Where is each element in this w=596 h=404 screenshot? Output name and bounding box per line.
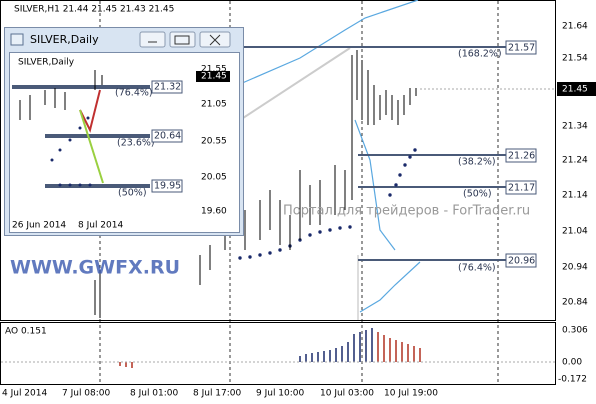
ao-label: AO 0.151 xyxy=(5,327,47,337)
current-price: 21.45 xyxy=(562,85,588,95)
daily-dots xyxy=(50,116,92,187)
sar-dots xyxy=(238,148,417,260)
level-percent: (23.6%) xyxy=(117,138,155,149)
daily-date: 8 Jul 2014 xyxy=(78,221,123,231)
level-percent: (76.4%) xyxy=(115,88,153,99)
time-label: 10 Jul 19:00 xyxy=(384,389,438,399)
minimize-button[interactable] xyxy=(139,31,166,48)
zigzag xyxy=(79,89,101,133)
daily-candles xyxy=(19,70,103,120)
level-price: 20.64 xyxy=(154,131,181,142)
daily-chart xyxy=(9,52,240,233)
daily-current-box xyxy=(196,71,230,82)
price-axis: 21.64 21.54 21.34 21.24 21.14 21.04 20.9… xyxy=(557,22,596,308)
price-label: 21.34 xyxy=(562,122,588,132)
price-label: 20.94 xyxy=(562,263,588,273)
window-icon xyxy=(10,33,24,46)
daily-window: SILVER,Daily SILVER,Daily 21.55 21.45 21… xyxy=(4,27,244,236)
ao-scale: 0.00 xyxy=(562,358,582,368)
price-label: 21.14 xyxy=(562,191,588,201)
fib-labels: (168.2%) 21.57 (38.2%) 21.26 (50%) 21.17… xyxy=(458,40,537,274)
time-label: 9 Jul 10:00 xyxy=(256,389,305,399)
level-percent: (50%) xyxy=(463,189,492,200)
daily-date: 26 Jun 2014 xyxy=(12,221,66,231)
daily-price: 20.55 xyxy=(201,137,227,147)
bands xyxy=(239,0,421,313)
level-price: 21.57 xyxy=(508,43,535,54)
trend-line xyxy=(239,47,351,121)
main-frame xyxy=(0,0,556,321)
daily-price: 20.05 xyxy=(201,173,227,183)
time-label: 8 Jul 17:00 xyxy=(193,389,242,399)
level-box xyxy=(505,253,537,268)
fib-diagonal xyxy=(79,109,104,184)
price-label: 21.64 xyxy=(562,22,588,32)
daily-price: 21.55 xyxy=(201,65,227,75)
daily-levels xyxy=(12,85,150,188)
time-label: 7 Jul 08:00 xyxy=(62,389,111,399)
ao-scale: -0.172 xyxy=(558,375,587,385)
button-glyphs xyxy=(148,34,221,46)
level-box xyxy=(151,179,183,193)
level-percent: (38.2%) xyxy=(458,157,496,168)
price-label: 20.84 xyxy=(562,298,588,308)
ao-scale: 0.306 xyxy=(562,326,588,336)
ao-bars xyxy=(119,328,421,368)
window-title: SILVER,Daily xyxy=(30,33,99,46)
current-price-box xyxy=(557,82,596,96)
level-box xyxy=(151,129,183,143)
ao-frame xyxy=(0,322,556,385)
level-price: 19.95 xyxy=(154,181,181,192)
price-label: 21.04 xyxy=(562,227,588,237)
time-label: 4 Jul 2014 xyxy=(2,389,47,399)
daily-current: 21.45 xyxy=(201,72,227,82)
time-axis: 4 Jul 2014 7 Jul 08:00 8 Jul 01:00 8 Jul… xyxy=(2,389,438,399)
daily-price: 21.05 xyxy=(201,100,227,110)
level-box xyxy=(505,40,537,55)
level-price: 21.32 xyxy=(154,82,181,93)
level-price: 21.17 xyxy=(508,183,535,194)
daily-header: SILVER,Daily xyxy=(18,58,75,68)
fib-levels xyxy=(195,46,506,261)
watermark: Портал для трейдеров - ForTrader.ru xyxy=(283,204,530,219)
time-label: 8 Jul 01:00 xyxy=(130,389,179,399)
time-label: 10 Jul 03:00 xyxy=(320,389,374,399)
level-price: 20.96 xyxy=(508,256,535,267)
price-label: 21.24 xyxy=(562,156,588,166)
price-label: 21.54 xyxy=(562,54,588,64)
level-box xyxy=(505,148,537,163)
chart-header: SILVER,H1 21.44 21.45 21.43 21.45 xyxy=(14,5,174,15)
restore-button[interactable] xyxy=(169,31,196,48)
candles xyxy=(94,50,417,318)
level-percent: (168.2%) xyxy=(458,49,502,60)
level-percent: (76.4%) xyxy=(458,263,496,274)
separators xyxy=(99,1,499,384)
daily-price: 19.60 xyxy=(201,207,227,217)
level-percent: (50%) xyxy=(118,188,147,199)
level-box xyxy=(505,180,537,195)
logo: WWW.GWFX.RU xyxy=(10,257,180,279)
level-box xyxy=(151,80,183,94)
level-price: 21.26 xyxy=(508,151,535,162)
